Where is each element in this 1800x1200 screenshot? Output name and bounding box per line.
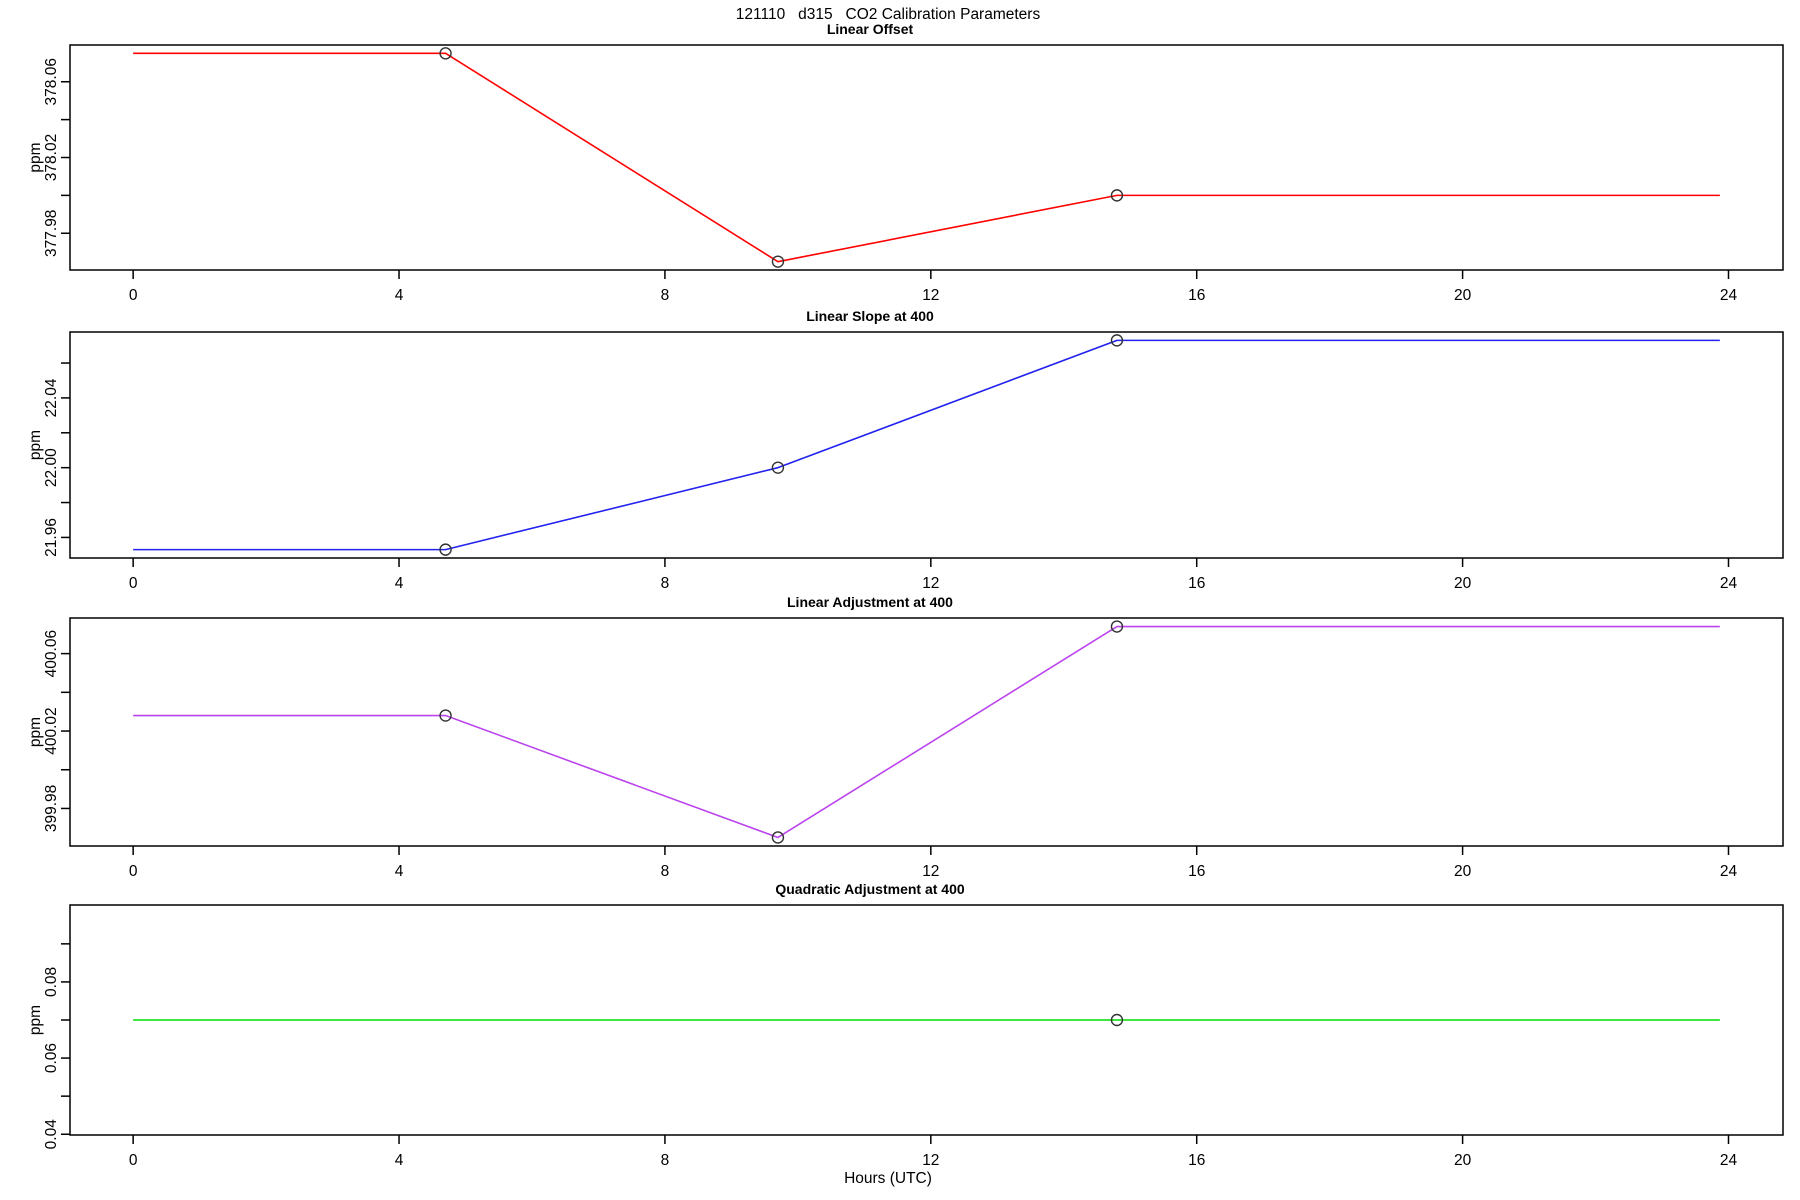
panel-1-title: Linear Offset — [826, 21, 914, 37]
x-axis-title: Hours (UTC) — [844, 1170, 932, 1187]
x-tick-label: 16 — [1188, 575, 1205, 592]
calibration-point-marker — [771, 831, 785, 844]
y-tick-label: 378.06 — [43, 58, 60, 105]
panel-box — [69, 331, 1784, 559]
x-tick-label: 24 — [1720, 287, 1738, 304]
x-tick-label: 8 — [661, 1152, 670, 1169]
x-tick-label: 4 — [395, 863, 404, 880]
x-tick-label: 24 — [1720, 1152, 1738, 1169]
y-axis-label: ppm — [27, 717, 44, 747]
x-tick-label: 20 — [1454, 863, 1472, 880]
x-tick-label: 4 — [395, 1152, 404, 1169]
x-tick-label: 12 — [922, 287, 939, 304]
x-tick-label: 12 — [922, 1152, 939, 1169]
calibration-point-marker — [1110, 1013, 1124, 1027]
series-line — [133, 625, 1720, 839]
x-tick-label: 0 — [129, 575, 138, 592]
panel-3-title: Linear Adjustment at 400 — [787, 594, 953, 610]
x-tick-label: 0 — [129, 1152, 138, 1169]
x-tick-label: 12 — [922, 863, 939, 880]
y-tick-label: 378.02 — [43, 134, 60, 181]
x-tick-label: 0 — [129, 863, 138, 880]
calibration-point-marker — [439, 47, 452, 60]
y-tick-label: 400.06 — [43, 630, 60, 677]
y-tick-label: 22.00 — [43, 448, 60, 487]
calibration-point-marker — [771, 255, 785, 268]
series-line — [133, 52, 1720, 263]
figure-title: 121110 d315 CO2 Calibration Parameters — [735, 6, 1041, 23]
panel-box — [69, 44, 1784, 271]
x-tick-label: 0 — [129, 287, 138, 304]
x-tick-label: 16 — [1188, 863, 1205, 880]
y-axis-label: ppm — [27, 1005, 44, 1035]
y-tick-label: 400.02 — [43, 707, 60, 754]
x-tick-label: 24 — [1720, 863, 1738, 880]
y-axis-label: ppm — [27, 142, 44, 172]
calibration-point-marker — [1110, 189, 1124, 202]
panel-4-title: Quadratic Adjustment at 400 — [775, 881, 965, 897]
y-tick-label: 0.06 — [43, 1043, 60, 1073]
x-tick-label: 4 — [395, 575, 404, 592]
y-tick-label: 22.04 — [43, 378, 60, 417]
y-tick-label: 0.08 — [43, 967, 60, 997]
x-tick-label: 16 — [1188, 287, 1205, 304]
x-tick-label: 8 — [661, 863, 670, 880]
panel-box — [69, 617, 1784, 847]
series-line — [133, 339, 1720, 551]
x-tick-label: 4 — [395, 287, 404, 304]
calibration-point-marker — [1110, 620, 1124, 633]
x-tick-label: 24 — [1720, 575, 1738, 592]
calibration-point-marker — [771, 461, 785, 474]
x-tick-label: 8 — [661, 575, 670, 592]
x-tick-label: 20 — [1454, 1152, 1472, 1169]
y-tick-label: 21.96 — [43, 518, 60, 557]
calibration-point-marker — [1110, 334, 1124, 347]
x-tick-label: 20 — [1454, 287, 1472, 304]
calibration-point-marker — [439, 543, 452, 556]
panel-2-title: Linear Slope at 400 — [806, 308, 934, 324]
calibration-point-marker — [439, 709, 452, 722]
x-tick-label: 16 — [1188, 1152, 1205, 1169]
y-tick-label: 399.98 — [43, 785, 60, 832]
y-axis-label: ppm — [27, 430, 44, 460]
y-tick-label: 0.04 — [43, 1119, 60, 1150]
x-tick-label: 8 — [661, 287, 670, 304]
y-tick-label: 377.98 — [43, 210, 60, 257]
x-tick-label: 20 — [1454, 575, 1472, 592]
x-tick-label: 12 — [922, 575, 939, 592]
